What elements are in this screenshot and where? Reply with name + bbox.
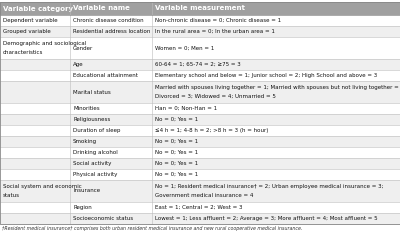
Text: No = 0; Yes = 1: No = 0; Yes = 1 — [155, 139, 198, 144]
Text: Socioeconomic status: Socioeconomic status — [73, 216, 133, 221]
Text: No = 0; Yes = 1: No = 0; Yes = 1 — [155, 117, 198, 122]
Text: Demographic and sociological: Demographic and sociological — [3, 41, 86, 46]
Text: Residential address location: Residential address location — [73, 29, 150, 34]
Text: Variable name: Variable name — [73, 6, 130, 11]
Text: Marital status: Marital status — [73, 89, 111, 95]
Text: Dependent variable: Dependent variable — [3, 18, 58, 23]
Bar — [0, 59, 400, 70]
Text: Duration of sleep: Duration of sleep — [73, 128, 120, 133]
Bar — [0, 136, 400, 147]
Text: No = 0; Yes = 1: No = 0; Yes = 1 — [155, 172, 198, 177]
Bar — [0, 202, 400, 213]
Bar — [0, 37, 400, 59]
Text: †Resident medical insurance† comprises both urban resident medical insurance and: †Resident medical insurance† comprises b… — [2, 226, 302, 231]
Bar — [0, 81, 400, 103]
Text: Gender: Gender — [73, 45, 93, 51]
Text: characteristics: characteristics — [3, 50, 43, 55]
Text: No = 0; Yes = 1: No = 0; Yes = 1 — [155, 150, 198, 155]
Text: Social activity: Social activity — [73, 161, 111, 166]
Bar — [0, 169, 400, 180]
Bar — [0, 125, 400, 136]
Bar — [0, 15, 400, 26]
Text: 60-64 = 1; 65-74 = 2; ≥75 = 3: 60-64 = 1; 65-74 = 2; ≥75 = 3 — [155, 62, 241, 67]
Text: status: status — [3, 193, 20, 198]
Bar — [0, 180, 400, 202]
Text: ≤4 h = 1; 4-8 h = 2; >8 h = 3 (h = hour): ≤4 h = 1; 4-8 h = 2; >8 h = 3 (h = hour) — [155, 128, 268, 133]
Text: Physical activity: Physical activity — [73, 172, 117, 177]
Bar — [0, 114, 400, 125]
Text: Age: Age — [73, 62, 84, 67]
Bar — [0, 213, 400, 224]
Text: Drinking alcohol: Drinking alcohol — [73, 150, 118, 155]
Text: Smoking: Smoking — [73, 139, 97, 144]
Bar — [0, 158, 400, 169]
Text: Elementary school and below = 1; Junior school = 2; High School and above = 3: Elementary school and below = 1; Junior … — [155, 73, 377, 78]
Text: Variable category: Variable category — [3, 6, 73, 11]
Text: Divorced = 3; Widowed = 4; Unmarried = 5: Divorced = 3; Widowed = 4; Unmarried = 5 — [155, 94, 276, 99]
Bar — [0, 70, 400, 81]
Text: Lowest = 1; Less affluent = 2; Average = 3; More affluent = 4; Most affluent = 5: Lowest = 1; Less affluent = 2; Average =… — [155, 216, 378, 221]
Text: Han = 0; Non-Han = 1: Han = 0; Non-Han = 1 — [155, 106, 217, 111]
Text: Social system and economic: Social system and economic — [3, 184, 82, 189]
Bar — [0, 26, 400, 37]
Bar — [0, 147, 400, 158]
Bar — [0, 2, 400, 15]
Text: Variable measurement: Variable measurement — [155, 6, 245, 11]
Text: Women = 0; Men = 1: Women = 0; Men = 1 — [155, 45, 214, 51]
Text: East = 1; Central = 2; West = 3: East = 1; Central = 2; West = 3 — [155, 205, 242, 210]
Text: Region: Region — [73, 205, 92, 210]
Bar — [0, 103, 400, 114]
Text: In the rural area = 0; In the urban area = 1: In the rural area = 0; In the urban area… — [155, 29, 275, 34]
Text: Insurance: Insurance — [73, 189, 100, 193]
Text: Minorities: Minorities — [73, 106, 100, 111]
Text: Chronic disease condition: Chronic disease condition — [73, 18, 144, 23]
Text: No = 1; Resident medical insurance† = 2; Urban employee medical insurance = 3;: No = 1; Resident medical insurance† = 2;… — [155, 184, 384, 189]
Text: Educational attainment: Educational attainment — [73, 73, 138, 78]
Text: Married with spouses living together = 1; Married with spouses but not living to: Married with spouses living together = 1… — [155, 85, 400, 90]
Text: Grouped variable: Grouped variable — [3, 29, 51, 34]
Text: Non-chronic disease = 0; Chronic disease = 1: Non-chronic disease = 0; Chronic disease… — [155, 18, 281, 23]
Text: Government medical insurance = 4: Government medical insurance = 4 — [155, 193, 253, 198]
Text: No = 0; Yes = 1: No = 0; Yes = 1 — [155, 161, 198, 166]
Text: Religiousness: Religiousness — [73, 117, 110, 122]
